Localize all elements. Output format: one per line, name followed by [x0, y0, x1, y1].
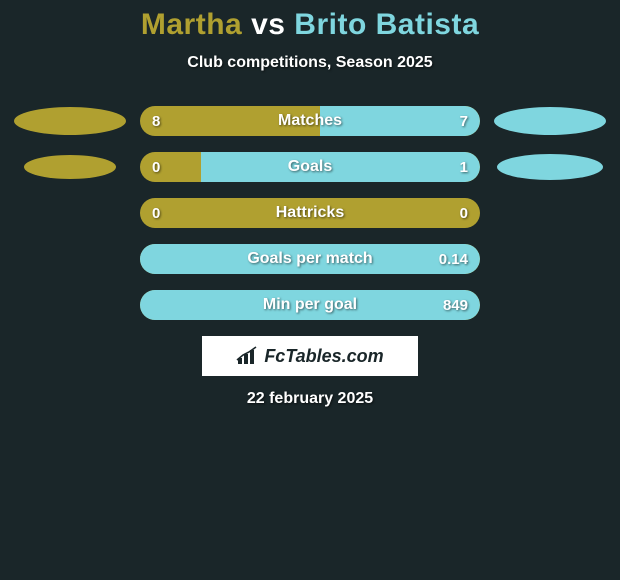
player2-ellipse [494, 107, 606, 135]
stat-row: 0.14 Goals per match [0, 244, 620, 274]
comparison-infographic: Martha vs Brito Batista Club competition… [0, 0, 620, 408]
stat-bar: 8 7 Matches [140, 106, 480, 136]
barchart-icon [236, 346, 260, 366]
stat-rows: 8 7 Matches 0 1 Goals [0, 106, 620, 320]
logo-box: FcTables.com [202, 336, 418, 376]
stat-bar: 849 Min per goal [140, 290, 480, 320]
stat-bar: 0 1 Goals [140, 152, 480, 182]
subtitle: Club competitions, Season 2025 [0, 54, 620, 72]
stat-bar-right [140, 244, 480, 274]
date: 22 february 2025 [0, 390, 620, 408]
logo-text: FcTables.com [264, 346, 383, 367]
title-player2: Brito Batista [294, 8, 479, 41]
logo: FcTables.com [236, 346, 383, 367]
stat-bar: 0.14 Goals per match [140, 244, 480, 274]
right-ellipse-slot [480, 107, 620, 135]
page-title: Martha vs Brito Batista [0, 8, 620, 42]
stat-bar: 0 0 Hattricks [140, 198, 480, 228]
stat-bar-right [140, 290, 480, 320]
title-vs: vs [251, 8, 285, 41]
title-player1: Martha [141, 8, 242, 41]
stat-row: 0 1 Goals [0, 152, 620, 182]
stat-bar-right [320, 106, 480, 136]
stat-right-value: 0 [460, 198, 468, 228]
stat-row: 8 7 Matches [0, 106, 620, 136]
player1-ellipse [24, 155, 116, 179]
player2-ellipse [497, 154, 603, 180]
stat-label: Hattricks [140, 198, 480, 228]
right-ellipse-slot [480, 154, 620, 180]
stat-left-value: 8 [152, 106, 160, 136]
stat-left-value: 0 [152, 152, 160, 182]
left-ellipse-slot [0, 107, 140, 135]
left-ellipse-slot [0, 155, 140, 179]
stat-bar-right [201, 152, 480, 182]
player1-ellipse [14, 107, 126, 135]
stat-left-value: 0 [152, 198, 160, 228]
stat-row: 849 Min per goal [0, 290, 620, 320]
stat-row: 0 0 Hattricks [0, 198, 620, 228]
